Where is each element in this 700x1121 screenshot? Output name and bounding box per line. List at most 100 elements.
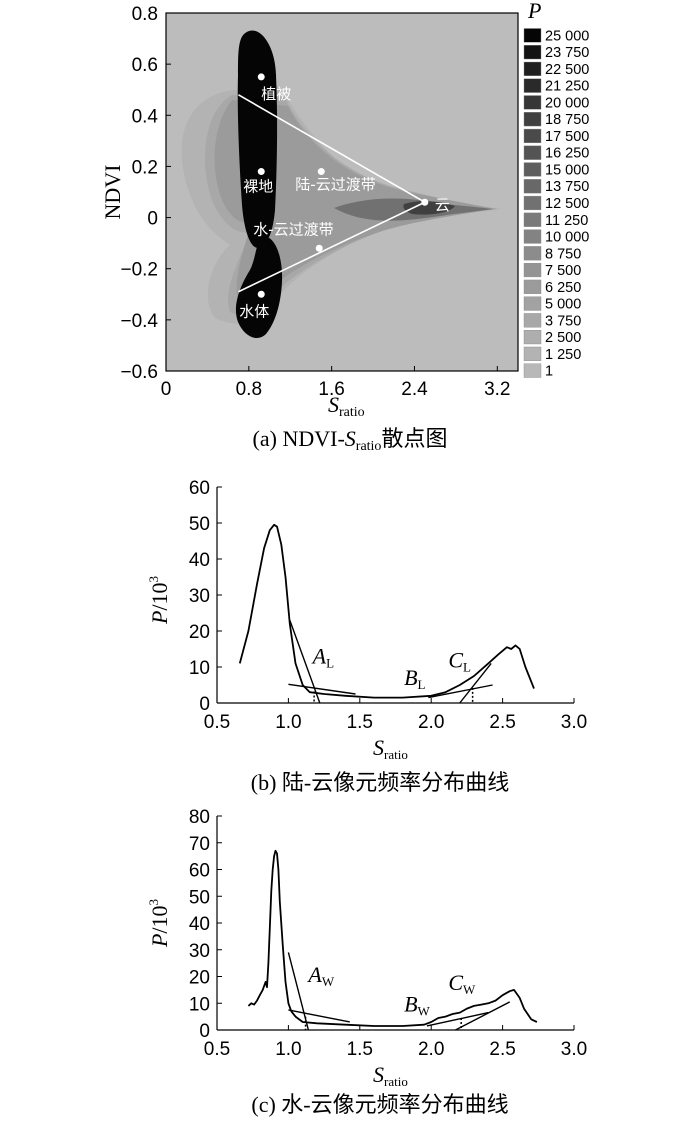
cluster-label: 陆-云过渡带 <box>295 176 375 194</box>
x-axis-label: Sratio <box>373 735 408 762</box>
density-layers <box>181 30 503 338</box>
x-tick-label: 2.4 <box>401 379 428 400</box>
colorbar-label: 21 250 <box>545 79 589 95</box>
y-tick-label: 50 <box>189 887 210 908</box>
x-tick-label: 2.0 <box>418 712 444 733</box>
colorbar-swatch <box>523 162 542 177</box>
y-tick-label: 20 <box>189 622 210 643</box>
tangent-line <box>288 683 356 695</box>
tangent-line <box>428 684 493 699</box>
cluster-label: 云 <box>435 196 450 214</box>
y-tick-label: 60 <box>189 478 210 499</box>
y-tick-label: 40 <box>189 550 210 571</box>
y-tick-label: 60 <box>189 861 210 882</box>
annotation-label: BL <box>404 665 425 692</box>
colorbar-label: 16 250 <box>545 146 589 162</box>
x-tick-label: 1.6 <box>318 379 344 400</box>
frequency-curve <box>247 849 538 1027</box>
colorbar-label: 15 000 <box>545 162 589 178</box>
tangent-line <box>288 1009 350 1023</box>
tangent-line <box>455 1001 511 1031</box>
cluster-label: 植被 <box>261 85 291 103</box>
x-axis-label: Sratio <box>328 392 365 420</box>
annotation-label: CW <box>448 970 476 997</box>
y-tick-label: 40 <box>189 914 210 935</box>
annotation-label: CL <box>448 648 471 675</box>
cluster-point <box>257 168 265 176</box>
colorbar-label: 2 500 <box>545 330 581 346</box>
tangent-line <box>289 619 321 704</box>
caption-b: (b) 陆-云像元频率分布曲线 <box>251 770 509 795</box>
colorbar-label: 3 750 <box>545 313 581 329</box>
frequency-curve <box>238 523 535 699</box>
colorbar-label: 12 500 <box>545 196 589 212</box>
x-tick-label: 1.0 <box>275 712 301 733</box>
y-tick-label: 0 <box>199 694 210 715</box>
x-tick-label: 0.5 <box>204 1039 230 1060</box>
colorbar-label: 10 000 <box>545 230 589 246</box>
colorbar-title: P <box>527 0 541 23</box>
cluster-point <box>315 244 323 252</box>
transition-line-1 <box>238 94 426 203</box>
colorbar-label: 13 750 <box>545 179 589 195</box>
colorbar-swatch <box>523 330 542 345</box>
density-level-cloud-core <box>403 201 455 215</box>
colorbar-swatch <box>523 61 542 76</box>
annotation-label: BW <box>404 991 430 1018</box>
colorbar-swatch <box>523 346 542 361</box>
colorbar-swatch <box>523 95 542 110</box>
y-tick-label: 70 <box>189 834 210 855</box>
x-tick-label: 2.5 <box>489 712 515 733</box>
y-tick-label: 20 <box>189 968 210 989</box>
colorbar-swatch <box>523 262 542 278</box>
x-tick-label: 2.5 <box>489 1039 515 1060</box>
y-tick-label: 0.2 <box>132 157 158 178</box>
cluster-point <box>257 73 265 81</box>
colorbar-swatch <box>523 229 542 244</box>
x-tick-label: 0 <box>161 379 172 400</box>
colorbar-swatch <box>523 246 542 261</box>
colorbar-swatch <box>523 145 542 160</box>
x-tick-label: 1.5 <box>347 712 373 733</box>
colorbar-swatch <box>523 313 542 328</box>
colorbar-swatch <box>523 296 542 311</box>
colorbar-label: 25 000 <box>545 28 589 44</box>
x-axis-label: Sratio <box>373 1062 408 1089</box>
colorbar-label: 20 000 <box>545 95 589 111</box>
colorbar-swatch <box>523 279 542 294</box>
cluster-point <box>421 198 429 206</box>
x-tick-label: 1.0 <box>275 1039 301 1060</box>
cluster-label: 水体 <box>239 302 269 320</box>
y-tick-label: 30 <box>189 586 210 607</box>
colorbar-swatch <box>523 179 542 194</box>
y-axis-label: NDVI <box>100 165 125 220</box>
y-tick-label: −0.6 <box>120 362 158 383</box>
y-tick-label: 50 <box>189 514 210 535</box>
line-panel-c: 0.5 1.0 1.5 2.0 2.5 3.0 0 10 20 30 40 50 60 70 80 AW BW C… <box>146 807 587 1117</box>
y-tick-label: 0.6 <box>132 55 158 76</box>
colorbar-swatch <box>523 195 542 211</box>
x-tick-label: 3.0 <box>561 1039 587 1060</box>
y-axis-label: P/103 <box>146 576 172 625</box>
x-tick-label: 0.8 <box>236 379 262 400</box>
colorbar-swatch <box>523 128 542 144</box>
y-tick-label: 10 <box>189 658 210 679</box>
y-tick-label: −0.2 <box>120 260 158 281</box>
caption-a: (a) NDVI-Sratio散点图 <box>253 426 448 454</box>
plot-frame <box>165 12 519 372</box>
y-tick-label: −0.4 <box>120 311 158 332</box>
colorbar-swatch <box>523 28 542 43</box>
y-tick-label: 0.4 <box>132 106 159 127</box>
colorbar-label: 23 750 <box>545 45 589 61</box>
cluster-label: 水-云过渡带 <box>253 220 333 238</box>
colorbar-swatch <box>523 112 542 127</box>
cluster-point <box>257 290 265 298</box>
colorbar-label: 1 250 <box>545 347 581 363</box>
y-tick-label: 0.8 <box>132 4 158 25</box>
cluster-label: 裸地 <box>243 178 273 196</box>
y-tick-label: 80 <box>189 807 210 828</box>
colorbar-swatch <box>523 212 542 227</box>
colorbar-label: 5 000 <box>545 297 581 313</box>
